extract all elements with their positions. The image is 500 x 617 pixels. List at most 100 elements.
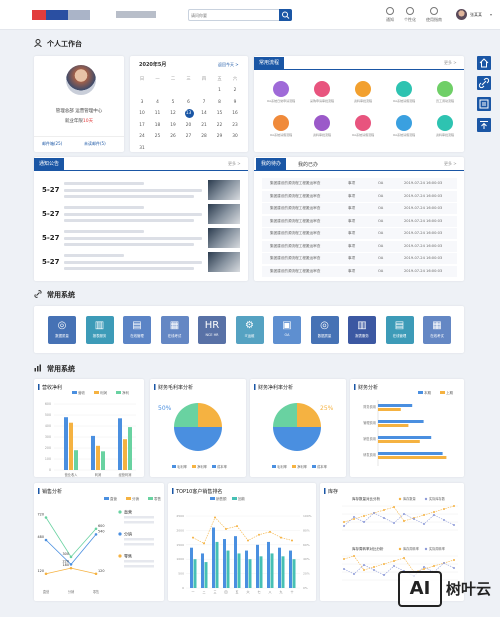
chevron-down-icon[interactable]: ▾ [490,12,493,17]
task-row[interactable]: 集团建设的源流程工程搬运审查 事项 OA 2019-07-24 16:00:03 [262,265,457,277]
system-tile[interactable]: ▦ 在线考试 [423,316,451,344]
process-item[interactable]: OA系统请假流程 [343,115,383,137]
notice-title-line[interactable] [64,206,144,209]
system-tile[interactable]: ◎ 数据质量 [310,316,339,344]
search-button[interactable] [279,9,292,21]
calendar-day[interactable]: 6 [187,99,190,105]
notice-thumbnail[interactable] [208,252,240,272]
guide-button[interactable]: 使用指南 [424,7,444,23]
calendar-day[interactable]: 11 [154,111,161,116]
calendar-day[interactable]: 15 [216,111,223,116]
back-to-top-button[interactable] [477,118,491,132]
system-tile[interactable]: ▤ 在线管理 [385,316,414,344]
calendar-day[interactable]: 4 [156,99,159,105]
calendar-day[interactable]: 31 [139,145,145,151]
task-type: 事项 [348,206,356,210]
calendar-day[interactable]: 27 [185,134,192,139]
calendar-day[interactable]: 21 [201,122,207,128]
calendar-day[interactable]: 29 [216,134,223,139]
search-box[interactable] [188,9,292,21]
notice-title-line[interactable] [64,254,124,257]
task-row[interactable]: 集团建设的源流程工程搬运审查 事项 OA 2019-07-24 16:00:03 [262,228,457,239]
notice-thumbnail[interactable] [208,228,240,248]
calendar-day[interactable]: 2 [233,88,237,93]
line-point [44,516,48,519]
system-tile[interactable]: ▤ 在线管理 [123,316,151,344]
calendar-day[interactable]: 9 [233,99,237,105]
tasks-more-link[interactable]: 更多 > [444,161,457,166]
calendar-day[interactable]: 18 [154,122,161,128]
x-tick-label: 九 [279,589,282,594]
personalize-button[interactable]: 个性化 [400,7,420,23]
calendar-day[interactable]: 26 [170,134,176,139]
calendar-day[interactable]: 10 [139,111,145,116]
task-row[interactable]: 集团建设的源流程工程搬运审查 事项 OA 2019-07-24 16:00:03 [262,203,457,214]
calendar-day[interactable]: 12 [170,111,176,116]
calendar-day[interactable]: 3 [140,99,144,105]
calendar-day[interactable]: 30 [232,134,238,139]
process-item[interactable]: 资料审批流程 [343,81,383,103]
system-tile[interactable]: ▦ 在线考试 [160,316,189,344]
process-item[interactable]: 采购申请审批流程 [302,81,342,103]
process-item[interactable]: OA系统请假流程 [384,81,424,103]
system-tile[interactable]: ▥ 报表服务 [85,316,114,344]
link-button[interactable] [477,76,491,90]
unread-mail-link[interactable]: 未读邮件(5) [84,141,106,146]
calendar-day[interactable]: 1 [218,88,221,93]
calendar-day[interactable]: 28 [201,134,207,139]
task-row[interactable]: 集团建设的源流程工程搬运审查 事项 OA 2019-07-24 16:00:03 [262,253,457,264]
process-item[interactable]: 资料审批流程 [425,115,465,137]
search-input[interactable] [191,11,277,20]
process-item[interactable]: OA系统请假流程 [384,115,424,137]
system-tile[interactable]: ▥ 报表服务 [348,316,376,344]
notice-title-line[interactable] [64,230,144,233]
task-row[interactable]: 集团建设的源流程工程搬运审查 事项 OA 2019-07-24 16:00:03 [262,178,457,189]
calendar-day[interactable]: 23 [232,122,238,128]
calendar-day[interactable]: 25 [154,134,161,139]
notice-more-link[interactable]: 更多 > [228,161,241,166]
system-tile[interactable]: ▣ OA [273,316,301,344]
y2-tick-label: 60% [303,543,310,547]
mailbox-link[interactable]: 邮件箱(25) [42,141,63,146]
user-name[interactable]: 张某某 [470,12,482,17]
system-tile[interactable]: ⚙ IT运维 [235,316,264,344]
calendar-day[interactable]: 8 [218,99,221,105]
legend-label: 毛利率 [277,464,288,469]
tab-notices[interactable]: 通知公告 [34,158,65,170]
process-item[interactable]: 员工调动流程 [425,81,465,103]
calendar-day[interactable]: 22 [216,122,223,128]
calendar-day[interactable]: 5 [171,99,175,105]
bar [193,559,197,588]
notice-thumbnail[interactable] [208,204,240,224]
system-tile[interactable]: HR NCE HR [198,316,226,344]
calendar-day[interactable]: 16 [232,111,238,116]
process-item[interactable]: OA系统请假流程 [261,115,301,137]
task-row[interactable]: 集团建设的源流程工程搬运审查 事项 OA 2019-07-24 16:00:03 [262,240,457,252]
calendar-day[interactable]: 20 [185,122,192,128]
calendar-day[interactable]: 17 [139,122,145,128]
line-point [393,522,395,524]
task-row[interactable]: 集团建设的源流程工程搬运审查 事项 OA 2019-07-24 16:00:03 [262,215,457,227]
task-row[interactable]: 集团建设的源流程工程搬运审查 事项 OA 2019-07-24 16:00:03 [262,190,457,202]
calendar-day[interactable]: 14 [201,111,207,116]
calendar-day[interactable]: 7 [202,99,206,105]
notification-button[interactable]: 通知 [380,7,400,23]
notice-thumbnail[interactable] [208,180,240,200]
process-more-link[interactable]: 更多 > [444,60,457,65]
tab-my-done[interactable]: 我的已办 [298,162,319,168]
process-item[interactable]: 资料审批流程 [302,115,342,137]
calendar-day-today[interactable]: 13 [185,111,192,116]
line-series [343,505,455,523]
calendar-day[interactable]: 19 [170,122,176,128]
tab-common-process[interactable]: 常用流程 [254,57,285,69]
notice-title-line[interactable] [64,182,144,185]
calendar-day[interactable]: 24 [139,134,145,139]
tab-my-todo[interactable]: 我的待办 [256,158,287,170]
bar [237,553,241,588]
process-item[interactable]: OA系统日常申请流程 [261,81,301,103]
system-tile[interactable]: ◎ 数据质量 [48,316,76,344]
list-button[interactable] [477,97,491,111]
back-today-link[interactable]: 返回今天 > [218,62,239,67]
avatar[interactable] [456,9,467,20]
home-button[interactable] [477,56,491,70]
